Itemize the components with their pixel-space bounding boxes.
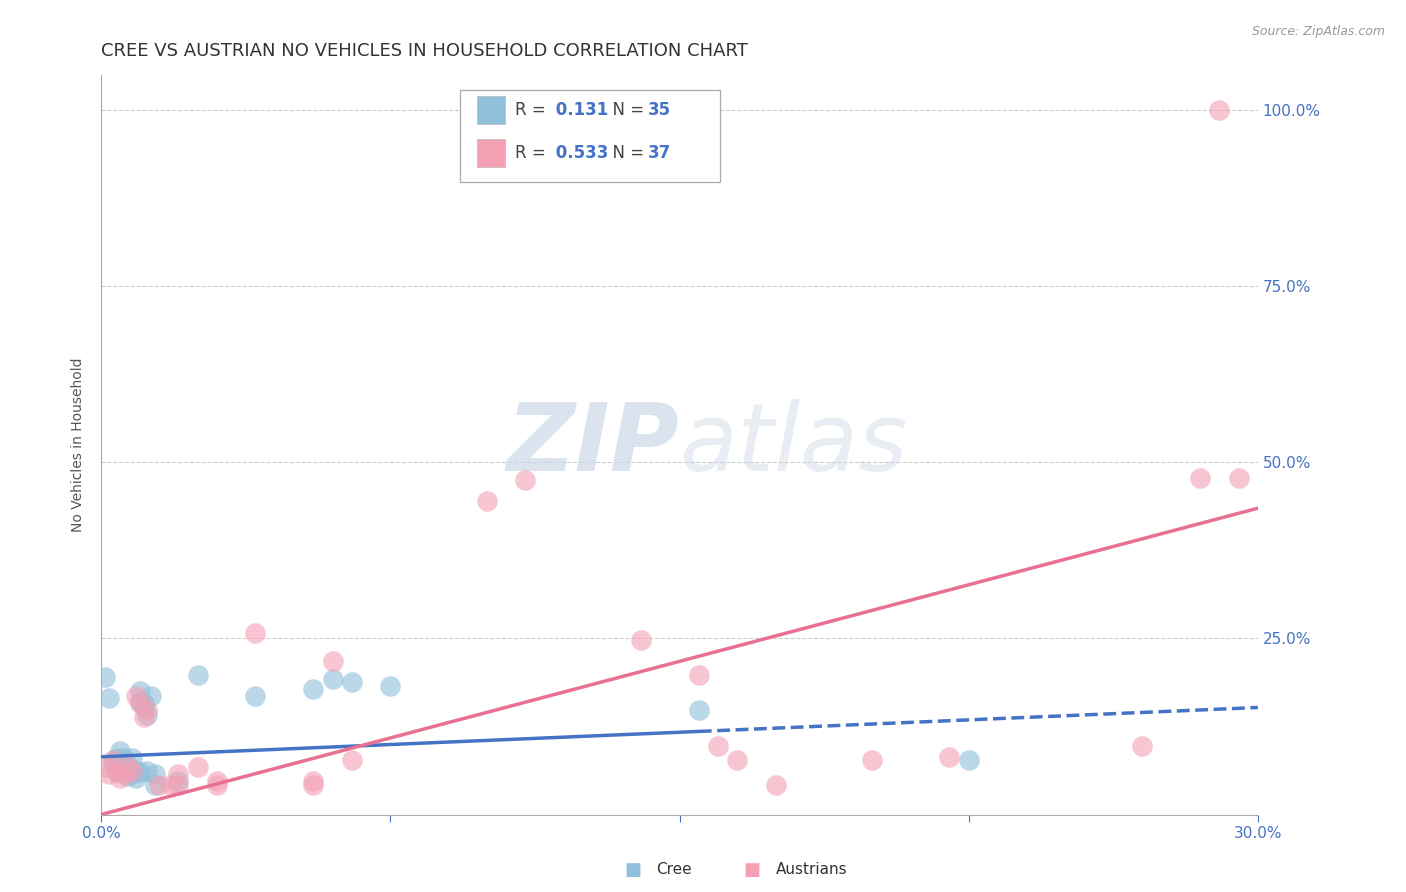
Text: 0.533: 0.533 bbox=[550, 144, 609, 161]
Text: 37: 37 bbox=[648, 144, 672, 161]
Point bbox=[167, 773, 190, 788]
Point bbox=[302, 773, 325, 788]
Point bbox=[132, 700, 155, 714]
Text: atlas: atlas bbox=[679, 400, 908, 491]
Text: 0.131: 0.131 bbox=[550, 101, 609, 119]
Point bbox=[1208, 103, 1230, 118]
Text: Austrians: Austrians bbox=[776, 863, 848, 877]
Point bbox=[125, 764, 148, 778]
Point bbox=[515, 473, 537, 487]
Point bbox=[245, 690, 267, 704]
Point bbox=[205, 773, 228, 788]
Point bbox=[302, 778, 325, 792]
Point bbox=[380, 679, 402, 693]
Text: 35: 35 bbox=[648, 101, 672, 119]
Y-axis label: No Vehicles in Household: No Vehicles in Household bbox=[72, 358, 86, 533]
Point bbox=[187, 668, 209, 682]
Text: N =: N = bbox=[602, 101, 650, 119]
Point bbox=[94, 759, 117, 773]
Point bbox=[97, 691, 120, 706]
Point bbox=[101, 753, 124, 767]
Point bbox=[938, 749, 960, 764]
Point bbox=[136, 764, 159, 778]
Text: Source: ZipAtlas.com: Source: ZipAtlas.com bbox=[1251, 25, 1385, 38]
Point bbox=[688, 668, 710, 682]
Point bbox=[128, 684, 150, 698]
FancyBboxPatch shape bbox=[477, 139, 505, 167]
Point bbox=[205, 778, 228, 792]
Point bbox=[322, 654, 344, 668]
FancyBboxPatch shape bbox=[477, 96, 505, 124]
Point bbox=[110, 744, 132, 758]
Point bbox=[105, 765, 128, 780]
Point bbox=[117, 758, 139, 772]
Point bbox=[957, 753, 980, 767]
Text: ■: ■ bbox=[624, 861, 641, 879]
Point bbox=[860, 753, 883, 767]
Point bbox=[121, 766, 143, 780]
Point bbox=[117, 769, 139, 783]
Point bbox=[340, 675, 363, 690]
Point bbox=[105, 751, 128, 765]
Point bbox=[322, 673, 344, 687]
Point bbox=[101, 755, 124, 769]
Text: R =: R = bbox=[515, 144, 551, 161]
Point bbox=[765, 778, 787, 792]
Text: ZIP: ZIP bbox=[506, 399, 679, 491]
Point bbox=[128, 696, 150, 710]
Point bbox=[148, 778, 170, 792]
Point bbox=[159, 778, 181, 792]
Point bbox=[340, 753, 363, 767]
Point bbox=[117, 759, 139, 773]
Text: R =: R = bbox=[515, 101, 551, 119]
Text: CREE VS AUSTRIAN NO VEHICLES IN HOUSEHOLD CORRELATION CHART: CREE VS AUSTRIAN NO VEHICLES IN HOUSEHOL… bbox=[101, 42, 748, 60]
Point bbox=[1130, 739, 1153, 753]
Point bbox=[117, 764, 139, 778]
Text: N =: N = bbox=[602, 144, 650, 161]
Point bbox=[121, 764, 143, 778]
Point bbox=[167, 766, 190, 780]
Text: ■: ■ bbox=[744, 861, 761, 879]
Point bbox=[302, 682, 325, 697]
Point bbox=[630, 632, 652, 647]
Point bbox=[136, 707, 159, 722]
Point bbox=[97, 766, 120, 780]
Point bbox=[707, 739, 730, 753]
Point bbox=[112, 766, 135, 780]
Point bbox=[121, 751, 143, 765]
Point bbox=[141, 690, 163, 704]
Point bbox=[94, 670, 117, 684]
Point bbox=[128, 765, 150, 780]
Point bbox=[128, 695, 150, 709]
Point bbox=[110, 758, 132, 772]
Point bbox=[688, 703, 710, 717]
Point bbox=[245, 625, 267, 640]
Point bbox=[132, 710, 155, 724]
Text: Cree: Cree bbox=[657, 863, 692, 877]
FancyBboxPatch shape bbox=[460, 90, 720, 182]
Point bbox=[110, 771, 132, 785]
Point bbox=[475, 494, 498, 508]
Point bbox=[143, 766, 166, 780]
Point bbox=[167, 778, 190, 792]
Point bbox=[125, 771, 148, 785]
Point bbox=[1188, 471, 1211, 485]
Point bbox=[136, 703, 159, 717]
Point bbox=[132, 696, 155, 710]
Point bbox=[725, 753, 748, 767]
Point bbox=[1227, 471, 1250, 485]
Point bbox=[105, 764, 128, 778]
Point bbox=[112, 751, 135, 765]
Point bbox=[125, 690, 148, 704]
Point bbox=[112, 759, 135, 773]
Point bbox=[143, 778, 166, 792]
Point bbox=[187, 759, 209, 773]
